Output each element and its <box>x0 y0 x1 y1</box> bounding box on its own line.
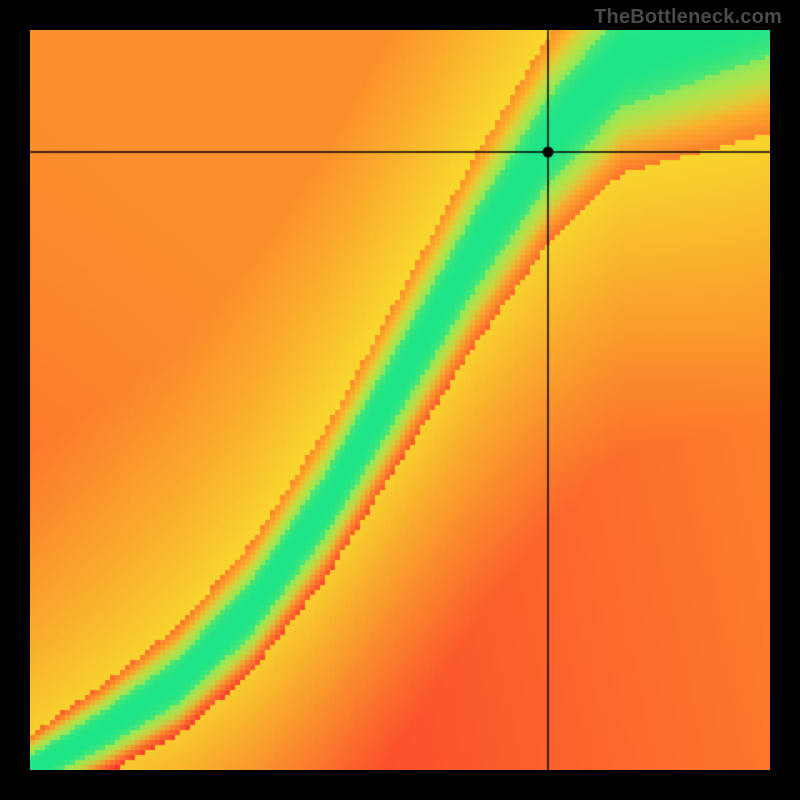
bottleneck-heatmap <box>30 30 770 770</box>
watermark-text: TheBottleneck.com <box>594 6 782 29</box>
chart-container: TheBottleneck.com <box>0 0 800 800</box>
